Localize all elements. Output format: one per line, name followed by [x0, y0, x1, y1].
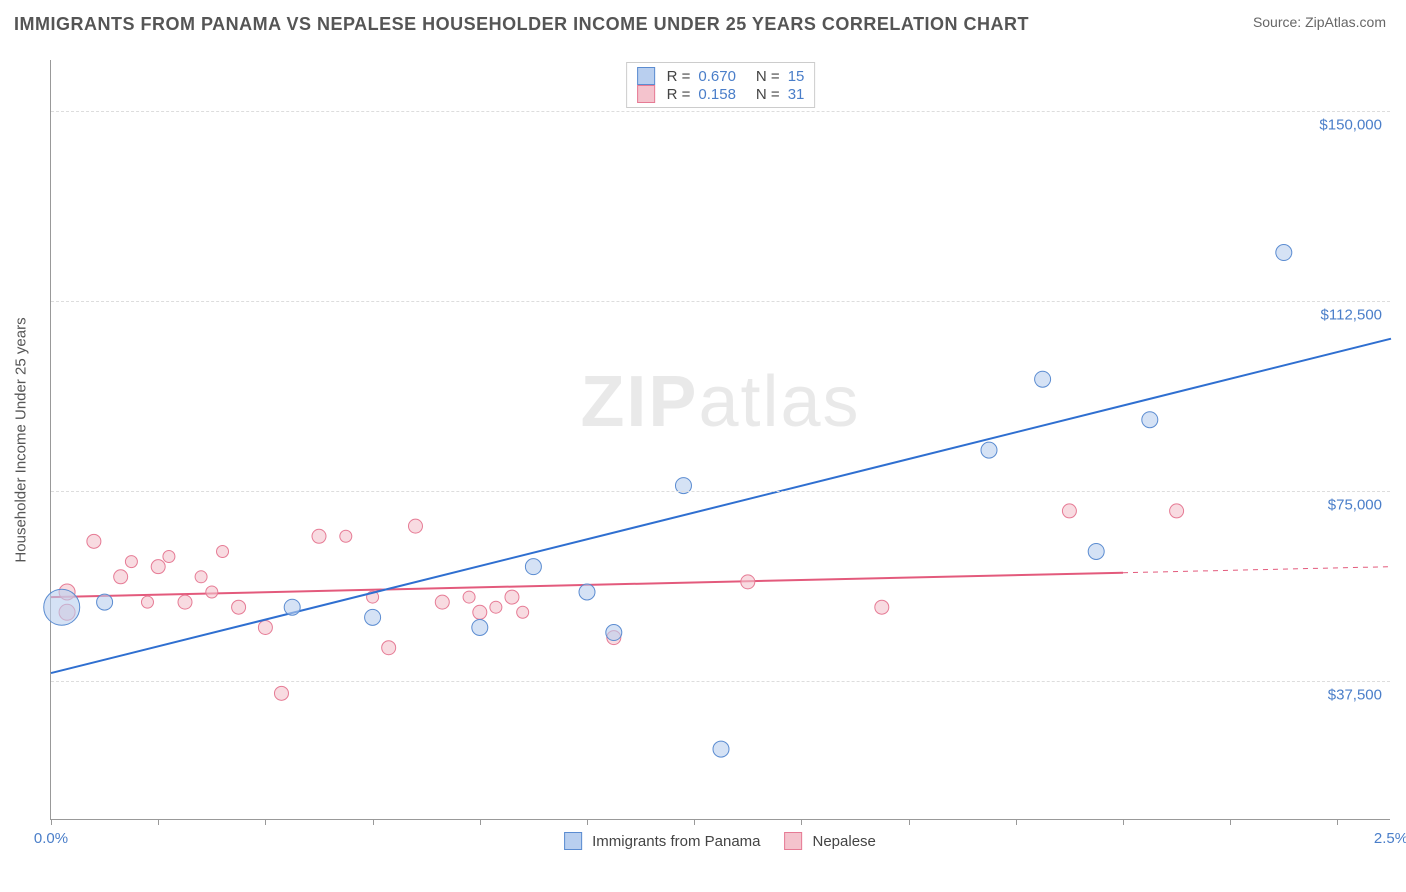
data-point: [217, 545, 229, 557]
data-point: [472, 619, 488, 635]
x-tick: [1230, 819, 1231, 825]
x-tick: [158, 819, 159, 825]
legend-item: Immigrants from Panama: [564, 832, 760, 850]
trend-line-dashed: [1123, 567, 1391, 573]
data-point: [1276, 245, 1292, 261]
gridline-h: [51, 491, 1390, 492]
plot-box: Householder Income Under 25 years ZIPatl…: [50, 60, 1390, 820]
legend-row: R = 0.670 N = 15: [637, 67, 805, 85]
legend-label: Nepalese: [813, 833, 876, 850]
x-axis-max-label: 2.5%: [1374, 830, 1406, 847]
data-point: [473, 605, 487, 619]
data-point: [463, 591, 475, 603]
x-tick: [801, 819, 802, 825]
n-value: 31: [788, 86, 805, 103]
data-point: [284, 599, 300, 615]
legend-swatch: [785, 832, 803, 850]
data-point: [505, 590, 519, 604]
y-tick-label: $150,000: [1319, 116, 1382, 133]
data-point: [490, 601, 502, 613]
data-point: [206, 586, 218, 598]
r-value: 0.670: [698, 68, 736, 85]
x-tick: [909, 819, 910, 825]
chart-area: Householder Income Under 25 years ZIPatl…: [50, 60, 1390, 820]
data-point: [875, 600, 889, 614]
data-point: [44, 589, 80, 625]
x-tick: [373, 819, 374, 825]
data-point: [141, 596, 153, 608]
y-axis-label: Householder Income Under 25 years: [13, 317, 30, 562]
data-point: [741, 575, 755, 589]
y-tick-label: $75,000: [1328, 496, 1382, 513]
data-point: [1170, 504, 1184, 518]
x-tick: [694, 819, 695, 825]
data-point: [408, 519, 422, 533]
data-point: [258, 620, 272, 634]
gridline-h: [51, 301, 1390, 302]
data-point: [579, 584, 595, 600]
gridline-h: [51, 111, 1390, 112]
x-tick: [1337, 819, 1338, 825]
r-label: R =: [667, 86, 691, 103]
source-attribution: Source: ZipAtlas.com: [1253, 14, 1386, 30]
data-point: [525, 559, 541, 575]
legend-swatch: [564, 832, 582, 850]
y-tick-label: $112,500: [1321, 306, 1382, 323]
data-point: [606, 625, 622, 641]
legend-row: R = 0.158 N = 31: [637, 85, 805, 103]
data-point: [1035, 371, 1051, 387]
data-point: [151, 560, 165, 574]
data-point: [232, 600, 246, 614]
x-tick: [480, 819, 481, 825]
legend-swatch: [637, 67, 655, 85]
data-point: [87, 534, 101, 548]
y-tick-label: $37,500: [1328, 686, 1382, 703]
data-point: [274, 686, 288, 700]
data-point: [1142, 412, 1158, 428]
legend-label: Immigrants from Panama: [592, 833, 760, 850]
data-point: [713, 741, 729, 757]
correlation-legend: R = 0.670 N = 15 R = 0.158 N = 31: [626, 62, 816, 108]
data-point: [163, 551, 175, 563]
x-tick: [265, 819, 266, 825]
x-tick: [1016, 819, 1017, 825]
data-point: [382, 641, 396, 655]
legend-item: Nepalese: [785, 832, 876, 850]
gridline-h: [51, 681, 1390, 682]
r-label: R =: [667, 68, 691, 85]
data-point: [365, 609, 381, 625]
series-legend: Immigrants from Panama Nepalese: [556, 832, 884, 850]
data-point: [125, 556, 137, 568]
plot-svg: [51, 60, 1390, 819]
data-point: [1088, 543, 1104, 559]
x-tick: [51, 819, 52, 825]
n-value: 15: [788, 68, 805, 85]
n-label: N =: [756, 86, 780, 103]
data-point: [114, 570, 128, 584]
data-point: [981, 442, 997, 458]
chart-title: IMMIGRANTS FROM PANAMA VS NEPALESE HOUSE…: [14, 14, 1029, 35]
data-point: [312, 529, 326, 543]
x-tick: [1123, 819, 1124, 825]
data-point: [1062, 504, 1076, 518]
n-label: N =: [756, 68, 780, 85]
r-value: 0.158: [698, 86, 736, 103]
data-point: [435, 595, 449, 609]
data-point: [340, 530, 352, 542]
data-point: [178, 595, 192, 609]
data-point: [195, 571, 207, 583]
legend-swatch: [637, 85, 655, 103]
data-point: [97, 594, 113, 610]
x-tick: [587, 819, 588, 825]
trend-line: [51, 339, 1391, 673]
data-point: [517, 606, 529, 618]
x-axis-min-label: 0.0%: [34, 830, 68, 847]
